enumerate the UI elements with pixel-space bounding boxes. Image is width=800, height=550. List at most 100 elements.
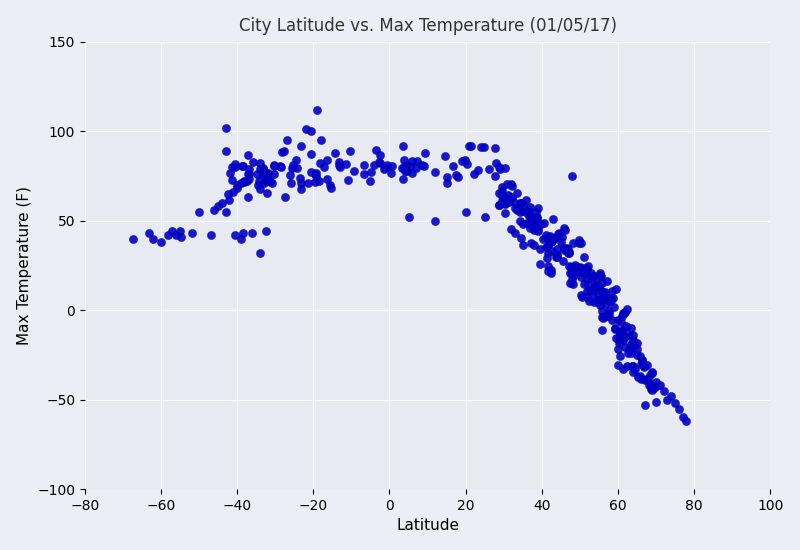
Point	[564, 278, 577, 287]
Point	[615, 327, 628, 336]
Point	[242, 169, 255, 178]
Point	[544, 232, 557, 240]
Point	[212, 202, 225, 211]
Point	[514, 198, 526, 207]
Point	[578, 264, 591, 273]
Point	[242, 192, 254, 201]
Point	[629, 365, 642, 374]
Point	[650, 377, 662, 386]
Point	[324, 184, 337, 192]
Point	[305, 168, 318, 177]
Point	[259, 227, 272, 236]
Point	[642, 375, 654, 384]
Point	[590, 282, 602, 291]
Point	[545, 269, 558, 278]
Point	[600, 311, 613, 320]
Point	[314, 136, 327, 145]
Point	[592, 290, 605, 299]
Point	[542, 240, 554, 249]
Point	[515, 207, 528, 216]
Point	[299, 125, 312, 134]
Point	[618, 309, 630, 317]
Point	[538, 219, 550, 228]
Point	[562, 248, 575, 256]
Point	[441, 172, 454, 181]
Point	[638, 375, 651, 384]
Point	[260, 175, 273, 184]
Point	[567, 239, 580, 248]
Point	[632, 372, 645, 381]
Point	[258, 168, 270, 177]
Point	[545, 266, 558, 274]
Point	[602, 310, 615, 318]
Point	[238, 178, 250, 186]
Point	[494, 165, 507, 174]
Point	[267, 169, 280, 178]
Point	[634, 371, 646, 380]
Point	[523, 203, 536, 212]
Point	[626, 367, 639, 376]
Point	[611, 316, 624, 324]
Point	[459, 207, 472, 216]
Point	[680, 417, 693, 426]
Point	[328, 148, 341, 157]
Point	[594, 287, 607, 295]
Point	[229, 160, 242, 168]
Point	[174, 233, 187, 241]
Point	[531, 204, 544, 212]
Point	[496, 192, 509, 201]
Point	[261, 189, 274, 197]
Point	[597, 294, 610, 302]
Point	[489, 144, 502, 152]
Point	[634, 359, 647, 368]
Point	[253, 177, 266, 185]
Point	[581, 287, 594, 296]
Point	[367, 161, 380, 169]
Point	[640, 361, 653, 370]
Point	[279, 193, 292, 202]
Point	[550, 252, 562, 261]
Point	[416, 160, 429, 169]
Point	[472, 166, 485, 174]
Point	[635, 356, 648, 365]
Point	[309, 178, 322, 186]
Point	[229, 230, 242, 239]
Point	[540, 234, 553, 243]
Point	[397, 141, 410, 150]
Point	[332, 161, 345, 170]
Point	[644, 385, 657, 394]
Point	[618, 324, 630, 333]
Point	[530, 207, 542, 216]
Point	[555, 233, 568, 241]
Point	[403, 162, 416, 170]
Point	[358, 160, 370, 169]
Point	[514, 198, 527, 207]
Point	[261, 172, 274, 180]
Point	[318, 163, 330, 172]
Point	[578, 280, 590, 289]
Point	[509, 229, 522, 238]
Point	[505, 179, 518, 188]
Point	[492, 162, 505, 171]
Point	[558, 245, 570, 254]
Point	[514, 208, 526, 217]
Point	[575, 263, 588, 272]
Point	[372, 158, 385, 167]
Point	[517, 241, 530, 250]
Point	[617, 336, 630, 344]
Point	[614, 351, 626, 360]
Point	[429, 168, 442, 177]
Point	[495, 186, 508, 195]
Point	[562, 249, 574, 257]
Point	[406, 169, 418, 178]
Point	[634, 351, 646, 360]
Point	[219, 146, 232, 155]
Point	[546, 234, 559, 243]
Point	[305, 149, 318, 158]
Point	[247, 158, 260, 167]
Point	[534, 245, 547, 254]
Point	[534, 260, 546, 268]
Point	[254, 249, 266, 257]
Point	[608, 302, 621, 311]
Point	[578, 252, 590, 261]
